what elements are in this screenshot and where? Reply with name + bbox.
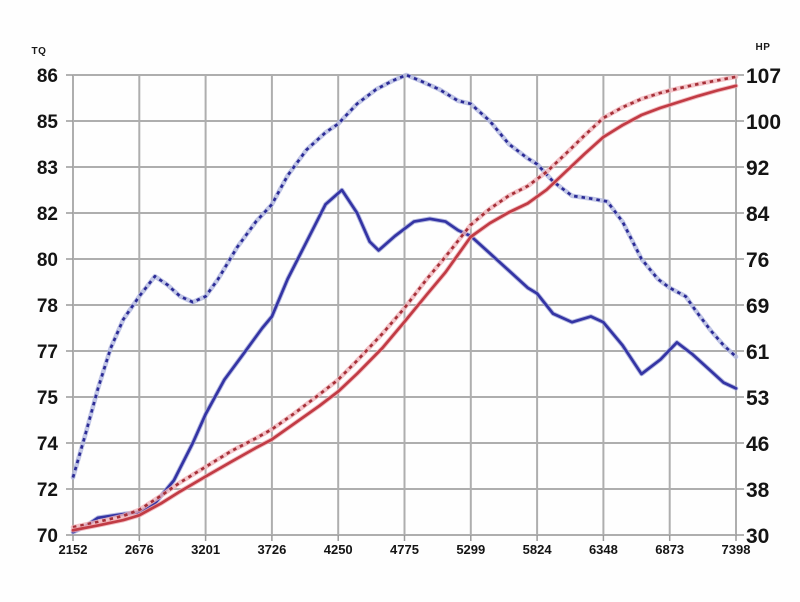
x-tick-label: 4775 [390, 542, 419, 557]
x-tick-label: 6348 [589, 542, 618, 557]
x-tick-label: 3201 [191, 542, 220, 557]
hp-tick-label: 38 [746, 479, 770, 502]
hp-tick-label: 69 [746, 295, 769, 318]
axis-labels: 2152 2676 3201 3726 4250 4775 5299 5824 6348 6873… [37, 65, 781, 557]
horsepower-stock-line [71, 84, 738, 532]
hp-tick-label: 53 [746, 387, 769, 410]
hp-tick-label: 30 [746, 525, 769, 548]
x-tick-label: 7398 [722, 542, 751, 557]
hp-tick-label: 76 [746, 249, 769, 272]
x-tick-label: 3726 [257, 542, 286, 557]
right-axis-title: HP [755, 42, 771, 53]
horsepower-modified-line [72, 75, 737, 529]
x-tick-label: 4250 [324, 542, 353, 557]
x-tick-label: 2152 [59, 542, 88, 557]
tq-tick-label: 80 [37, 250, 58, 271]
tq-tick-label: 77 [37, 342, 58, 363]
x-tick-label: 2676 [125, 542, 154, 557]
tq-tick-label: 86 [37, 66, 58, 87]
data-series [70, 72, 739, 535]
torque-stock-line [71, 188, 738, 534]
series-horsepower-modified [70, 74, 739, 530]
tq-tick-label: 82 [37, 204, 58, 225]
tq-tick-label: 83 [37, 158, 58, 179]
series-torque-stock [70, 187, 739, 535]
tq-tick-label: 72 [37, 480, 58, 501]
tq-tick-label: 75 [37, 388, 59, 409]
hp-tick-label: 84 [746, 203, 770, 226]
hp-tick-label: 100 [746, 111, 781, 134]
tq-tick-label: 74 [37, 434, 59, 455]
x-tick-label: 5299 [456, 542, 485, 557]
series-torque-modified [70, 72, 739, 480]
axis-ticks [66, 74, 744, 541]
series-horsepower-stock [70, 83, 739, 533]
tq-tick-label: 70 [37, 526, 58, 547]
left-axis-title: TQ [31, 46, 47, 57]
x-tick-label: 5824 [523, 542, 553, 557]
torque-modified-halo [70, 72, 739, 480]
hp-tick-label: 107 [746, 65, 781, 88]
hp-tick-label: 92 [746, 157, 769, 180]
tq-tick-label: 78 [37, 296, 58, 317]
hp-tick-label: 46 [746, 433, 769, 456]
hp-tick-label: 61 [746, 341, 770, 364]
x-tick-label: 6873 [655, 542, 684, 557]
tq-tick-label: 85 [37, 112, 59, 133]
